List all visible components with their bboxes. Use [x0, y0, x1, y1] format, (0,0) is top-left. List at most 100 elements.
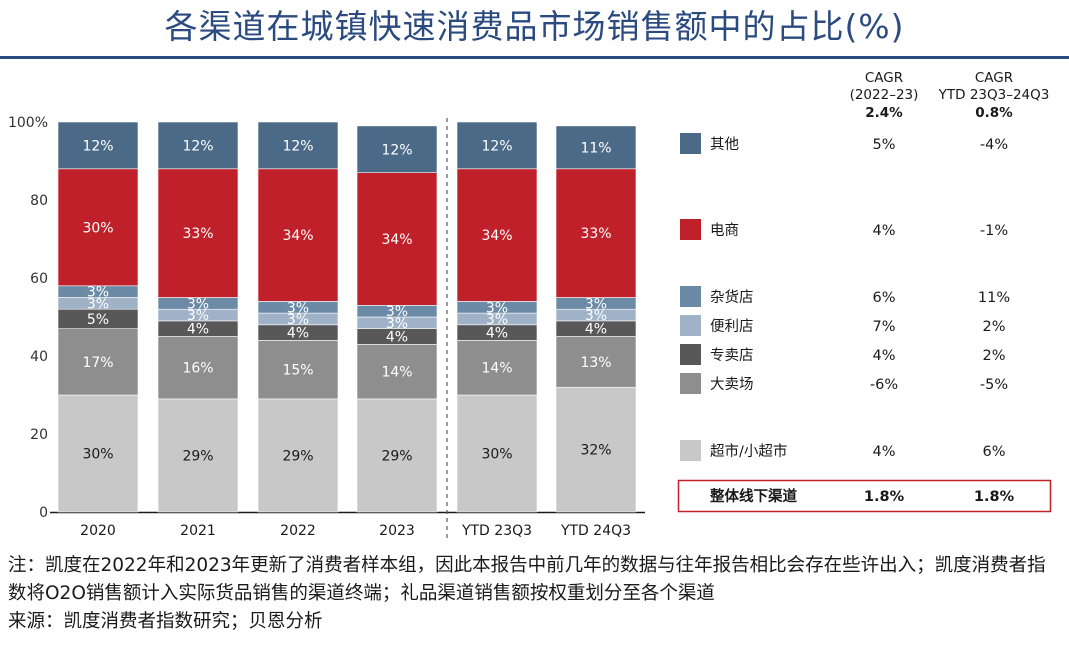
total-row-box: [677, 479, 1052, 513]
cagr-total-1: 2.4%: [865, 105, 903, 121]
data-label: 14%: [381, 365, 412, 381]
bar-segment: [555, 336, 637, 388]
bar-segment: [555, 168, 637, 298]
data-label: 29%: [381, 448, 412, 464]
data-label: 29%: [282, 448, 313, 464]
data-label: 12%: [182, 138, 213, 154]
data-label: 30%: [82, 447, 113, 463]
total-row-value-1: 1.8%: [864, 489, 905, 505]
cagr-value-1: 6%: [872, 290, 895, 306]
x-tick-label: YTD 23Q3: [461, 523, 532, 539]
cagr-header-1: (2022–23): [850, 87, 919, 103]
bar-segment: [456, 394, 538, 513]
bar-segment: [57, 121, 139, 170]
cagr-value-1: 4%: [872, 444, 895, 460]
bar-segment: [257, 340, 339, 400]
x-tick-label: 2021: [180, 523, 216, 539]
data-label: 4%: [187, 322, 209, 338]
cagr-value-1: 5%: [872, 137, 895, 153]
data-label: 4%: [585, 322, 607, 338]
data-label: 3%: [386, 316, 408, 332]
data-label: 29%: [182, 448, 213, 464]
data-label: 33%: [580, 226, 611, 242]
legend-swatch: [680, 219, 701, 240]
data-label: 34%: [282, 228, 313, 244]
y-tick-label: 40: [30, 349, 48, 365]
data-label: 3%: [87, 296, 109, 312]
data-label: 34%: [381, 232, 412, 248]
y-axis: 0 20 40 60 80 100%: [8, 115, 645, 521]
x-tick-label: 2020: [80, 523, 116, 539]
data-label: 32%: [580, 443, 611, 459]
page-title: 各渠道在城镇快速消费品市场销售额中的占比(%): [164, 7, 905, 46]
data-label: 13%: [580, 355, 611, 371]
cagr-value-2: 2%: [982, 319, 1005, 335]
data-label: 30%: [82, 220, 113, 236]
cagr-value-2: -4%: [980, 137, 1008, 153]
legend-swatch: [680, 440, 701, 461]
data-label: 3%: [386, 304, 408, 320]
y-tick-label: 20: [30, 427, 48, 443]
data-label: 3%: [486, 312, 508, 328]
title-underline: [0, 56, 1069, 59]
data-label: 4%: [386, 330, 408, 346]
bar-segment: [57, 168, 139, 287]
bar-segment: [257, 398, 339, 513]
cagr-value-1: 4%: [872, 223, 895, 239]
data-label: 3%: [87, 285, 109, 301]
bar-segment: [555, 125, 637, 170]
data-label: 3%: [486, 300, 508, 316]
footnote: 注：凯度在2022年和2023年更新了消费者样本组，因此本报告中前几年的数据与往…: [8, 552, 1063, 636]
data-label: 4%: [486, 326, 508, 342]
bar-segment: [157, 121, 239, 170]
cagr-value-2: -1%: [980, 223, 1008, 239]
data-label: 12%: [381, 142, 412, 158]
legend-swatch: [680, 286, 701, 307]
cagr-total-2: 0.8%: [975, 105, 1013, 121]
data-label: 15%: [282, 363, 313, 379]
legend-label: 杂货店: [710, 289, 754, 306]
legend-label: 超市/小超市: [710, 443, 787, 460]
cagr-header-2: CAGR: [975, 70, 1013, 86]
bars: 30%17%5%3%3%30%12%29%16%4%3%3%33%12%29%1…: [57, 118, 637, 540]
data-label: 12%: [481, 138, 512, 154]
legend-label: 电商: [710, 222, 739, 239]
bar-segment: [356, 172, 438, 306]
cagr-value-1: 4%: [872, 348, 895, 364]
bar-segment: [57, 328, 139, 396]
y-tick-label: 100%: [8, 115, 48, 131]
legend-swatch: [680, 373, 701, 394]
data-label: 12%: [282, 138, 313, 154]
data-label: 12%: [82, 138, 113, 154]
cagr-value-2: 11%: [978, 290, 1010, 306]
data-label: 3%: [585, 308, 607, 324]
y-tick-label: 80: [30, 193, 48, 209]
data-label: 3%: [287, 312, 309, 328]
cagr-header-1: CAGR: [865, 70, 903, 86]
bar-segment: [456, 168, 538, 302]
legend-swatch: [680, 133, 701, 154]
cagr-header-2: YTD 23Q3–24Q3: [938, 87, 1050, 103]
data-label: 3%: [287, 300, 309, 316]
legend-label: 大卖场: [710, 376, 754, 393]
bar-segment: [555, 386, 637, 513]
bar-segment: [356, 343, 438, 400]
legend-label: 专卖店: [710, 347, 754, 364]
cagr-value-1: 7%: [872, 319, 895, 335]
legend-label: 其他: [710, 136, 739, 153]
bar-segment: [456, 121, 538, 170]
bar-segment: [257, 121, 339, 170]
data-label: 11%: [580, 140, 611, 156]
data-label: 4%: [287, 326, 309, 342]
data-label: 5%: [87, 312, 109, 328]
bar-segment: [356, 398, 438, 513]
data-label: 33%: [182, 226, 213, 242]
x-tick-label: 2023: [379, 523, 415, 539]
footnote-note: 注：凯度在2022年和2023年更新了消费者样本组，因此本报告中前几年的数据与往…: [8, 555, 1046, 604]
footnote-source: 来源：凯度消费者指数研究；贝恩分析: [8, 611, 323, 632]
data-label: 17%: [82, 355, 113, 371]
data-label: 3%: [187, 308, 209, 324]
bar-segment: [257, 168, 339, 302]
